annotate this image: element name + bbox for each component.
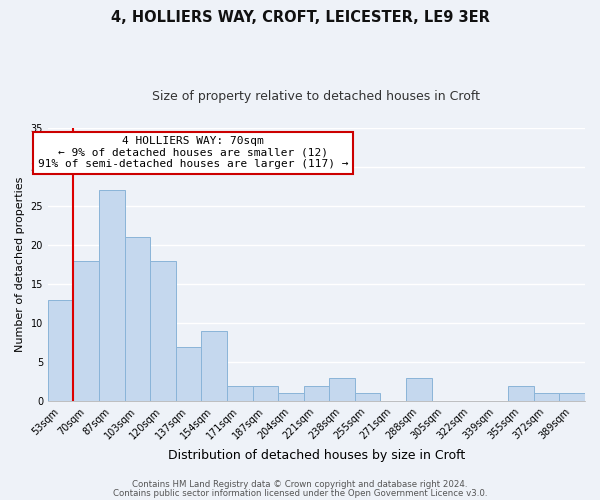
Text: 4, HOLLIERS WAY, CROFT, LEICESTER, LE9 3ER: 4, HOLLIERS WAY, CROFT, LEICESTER, LE9 3… (110, 10, 490, 25)
Text: Contains HM Land Registry data © Crown copyright and database right 2024.: Contains HM Land Registry data © Crown c… (132, 480, 468, 489)
Bar (508, 386, 534, 402)
Bar (534, 394, 559, 402)
Bar (278, 394, 304, 402)
Bar (150, 260, 176, 402)
Bar (125, 237, 150, 402)
Bar (406, 378, 431, 402)
X-axis label: Distribution of detached houses by size in Croft: Distribution of detached houses by size … (168, 450, 465, 462)
Bar (73, 260, 99, 402)
Bar (48, 300, 73, 402)
Title: Size of property relative to detached houses in Croft: Size of property relative to detached ho… (152, 90, 481, 103)
Bar (227, 386, 253, 402)
Text: 4 HOLLIERS WAY: 70sqm
← 9% of detached houses are smaller (12)
91% of semi-detac: 4 HOLLIERS WAY: 70sqm ← 9% of detached h… (38, 136, 348, 169)
Bar (99, 190, 125, 402)
Y-axis label: Number of detached properties: Number of detached properties (15, 177, 25, 352)
Text: Contains public sector information licensed under the Open Government Licence v3: Contains public sector information licen… (113, 490, 487, 498)
Bar (329, 378, 355, 402)
Bar (202, 331, 227, 402)
Bar (559, 394, 585, 402)
Bar (355, 394, 380, 402)
Bar (304, 386, 329, 402)
Bar (176, 346, 202, 402)
Bar (253, 386, 278, 402)
